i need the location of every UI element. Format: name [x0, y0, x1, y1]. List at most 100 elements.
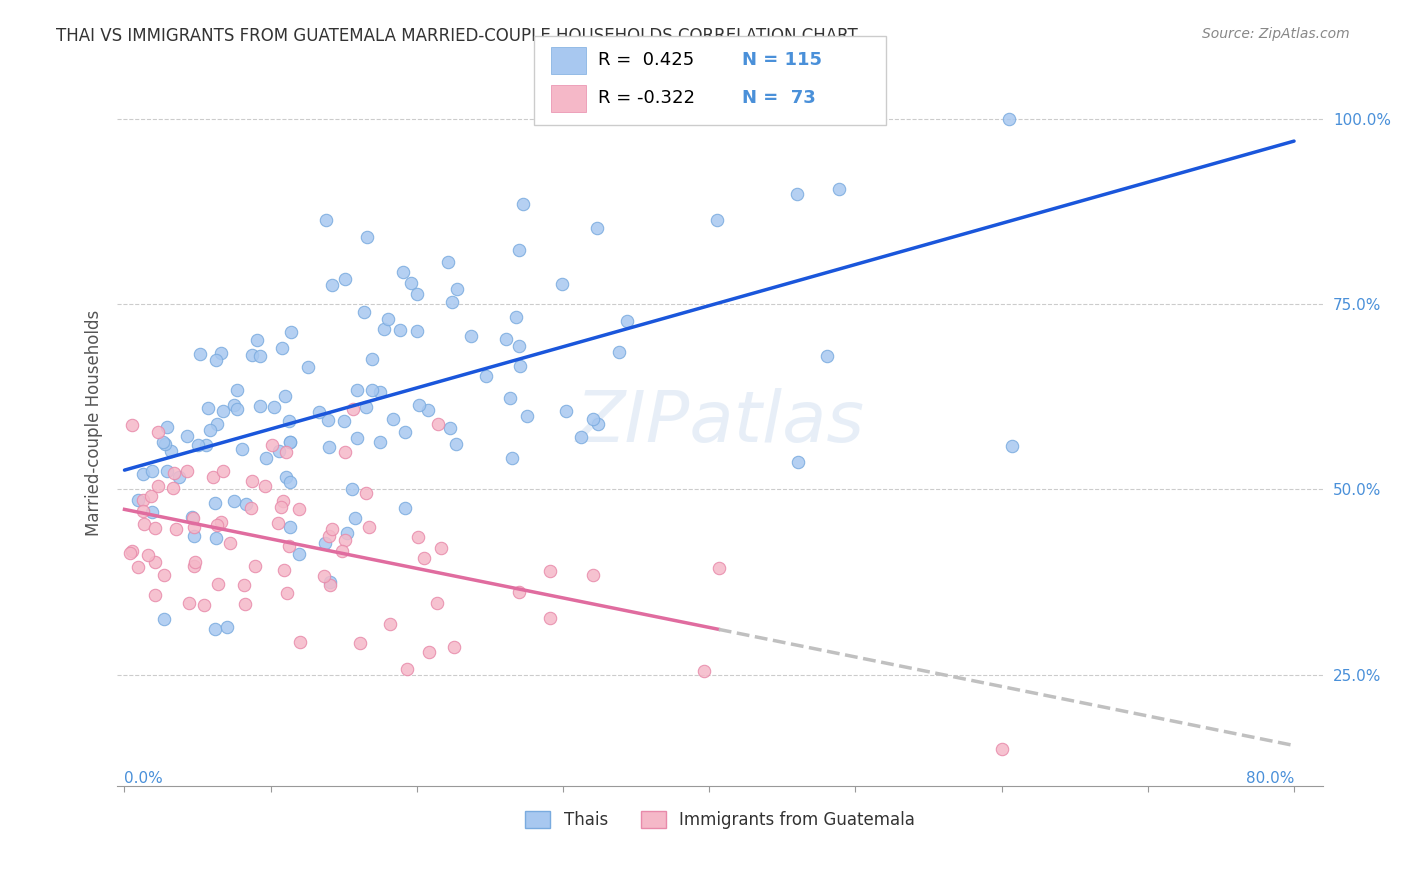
Immigrants from Guatemala — [134, 516, 156, 531]
Immigrants from Guatemala — [209, 515, 232, 529]
Thais — [586, 417, 609, 431]
Thais — [381, 411, 404, 425]
Thais — [278, 519, 301, 533]
Y-axis label: Married-couple Households: Married-couple Households — [86, 310, 103, 536]
Immigrants from Guatemala — [193, 599, 215, 613]
Thais — [356, 229, 378, 244]
Immigrants from Guatemala — [184, 555, 207, 569]
Immigrants from Guatemala — [290, 634, 312, 648]
Immigrants from Guatemala — [153, 568, 176, 582]
Thais — [278, 435, 301, 450]
Immigrants from Guatemala — [349, 636, 371, 650]
Immigrants from Guatemala — [240, 474, 263, 488]
Immigrants from Guatemala — [121, 417, 143, 432]
Thais — [167, 469, 190, 483]
Thais — [551, 277, 574, 291]
Thais — [197, 401, 219, 416]
Immigrants from Guatemala — [179, 596, 201, 610]
Thais — [274, 470, 297, 484]
Immigrants from Guatemala — [321, 522, 343, 536]
Immigrants from Guatemala — [582, 568, 605, 582]
Immigrants from Guatemala — [319, 577, 342, 591]
Thais — [249, 349, 271, 363]
Thais — [335, 526, 357, 541]
Thais — [373, 322, 395, 336]
Thais — [153, 612, 176, 626]
Thais — [392, 265, 415, 279]
Thais — [361, 383, 384, 397]
Immigrants from Guatemala — [406, 530, 429, 544]
Immigrants from Guatemala — [277, 540, 299, 554]
Thais — [314, 536, 336, 550]
Immigrants from Guatemala — [318, 528, 340, 542]
Immigrants from Guatemala — [270, 500, 292, 514]
Thais — [156, 464, 179, 478]
Thais — [127, 492, 149, 507]
Immigrants from Guatemala — [508, 585, 530, 599]
Immigrants from Guatemala — [139, 489, 162, 503]
Immigrants from Guatemala — [219, 536, 242, 550]
Immigrants from Guatemala — [260, 438, 283, 452]
Immigrants from Guatemala — [426, 596, 449, 610]
Immigrants from Guatemala — [312, 569, 335, 583]
Thais — [569, 430, 592, 444]
Thais — [278, 475, 301, 489]
Thais — [356, 400, 378, 414]
Immigrants from Guatemala — [412, 551, 434, 566]
Immigrants from Guatemala — [183, 520, 205, 534]
Immigrants from Guatemala — [165, 522, 187, 536]
Immigrants from Guatemala — [443, 640, 465, 655]
Legend: Thais, Immigrants from Guatemala: Thais, Immigrants from Guatemala — [519, 804, 922, 836]
Thais — [446, 283, 468, 297]
Thais — [360, 351, 382, 366]
Thais — [224, 494, 246, 508]
Immigrants from Guatemala — [273, 563, 295, 577]
Thais — [209, 346, 232, 360]
Thais — [222, 398, 245, 412]
Immigrants from Guatemala — [540, 610, 562, 624]
Thais — [509, 359, 531, 373]
Thais — [353, 304, 375, 318]
Thais — [205, 417, 228, 431]
Thais — [321, 278, 343, 293]
Immigrants from Guatemala — [143, 555, 166, 569]
Thais — [408, 398, 430, 412]
Thais — [198, 423, 221, 437]
Text: 0.0%: 0.0% — [125, 772, 163, 786]
Thais — [297, 360, 319, 375]
Immigrants from Guatemala — [267, 516, 290, 531]
Thais — [399, 277, 422, 291]
Thais — [263, 400, 285, 414]
Immigrants from Guatemala — [146, 425, 169, 440]
Immigrants from Guatemala — [176, 464, 198, 478]
Thais — [156, 420, 179, 434]
Thais — [212, 403, 235, 417]
Immigrants from Guatemala — [354, 485, 377, 500]
Thais — [225, 402, 247, 417]
Immigrants from Guatemala — [707, 560, 730, 574]
Thais — [288, 547, 311, 561]
Immigrants from Guatemala — [693, 664, 716, 678]
Immigrants from Guatemala — [183, 559, 205, 574]
Thais — [498, 391, 520, 405]
Thais — [319, 575, 342, 590]
Thais — [815, 349, 838, 363]
Thais — [205, 531, 228, 545]
Immigrants from Guatemala — [288, 501, 311, 516]
Thais — [616, 313, 638, 327]
Immigrants from Guatemala — [430, 541, 453, 556]
Immigrants from Guatemala — [333, 445, 356, 459]
Thais — [183, 529, 205, 543]
Thais — [181, 510, 204, 524]
Text: ZIPatlas: ZIPatlas — [575, 388, 865, 458]
Thais — [406, 287, 429, 301]
Immigrants from Guatemala — [212, 464, 235, 478]
Immigrants from Guatemala — [143, 521, 166, 535]
Thais — [377, 312, 399, 326]
Thais — [231, 442, 253, 456]
Thais — [240, 348, 263, 362]
Thais — [335, 272, 357, 286]
Thais — [315, 212, 337, 227]
Immigrants from Guatemala — [148, 478, 170, 492]
Thais — [280, 326, 302, 340]
